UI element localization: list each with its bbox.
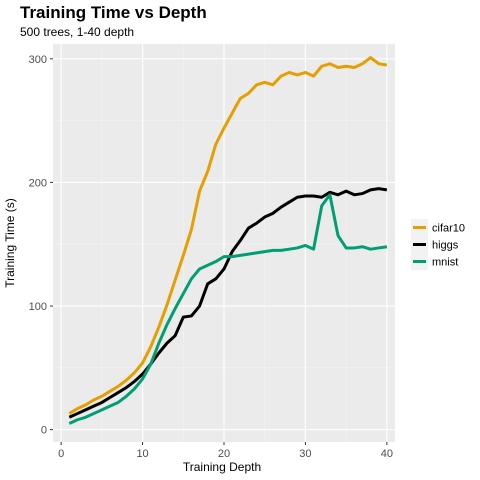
- series-lines: [68, 56, 388, 425]
- legend-label-cifar10: cifar10: [432, 223, 465, 235]
- x-axis-title: Training Depth: [183, 460, 261, 474]
- chart-subtitle: 500 trees, 1-40 depth: [20, 25, 134, 39]
- y-tick-label: 200: [29, 177, 47, 189]
- axis-ticks: [50, 58, 388, 445]
- y-tick-label: 300: [29, 54, 47, 66]
- series-line-cifar10: [68, 56, 388, 415]
- x-tick-label: 20: [218, 448, 230, 460]
- legend-item-mnist: mnist: [411, 253, 458, 270]
- y-tick-label: 100: [29, 301, 47, 313]
- legend-item-cifar10: cifar10: [411, 219, 465, 236]
- x-tick-label: 40: [381, 448, 393, 460]
- major-gridlines: [53, 44, 395, 442]
- series-line-mnist: [68, 193, 388, 425]
- series-line-higgs: [68, 187, 388, 419]
- x-tick-label: 30: [299, 448, 311, 460]
- x-tick-label: 0: [58, 448, 64, 460]
- y-axis-tick-labels: 0 100 200 300: [29, 54, 47, 437]
- y-tick-label: 0: [41, 425, 47, 437]
- x-axis-tick-labels: 0 10 20 30 40: [58, 448, 393, 460]
- legend-label-mnist: mnist: [432, 257, 458, 269]
- legend-label-higgs: higgs: [432, 240, 459, 252]
- x-tick-label: 10: [136, 448, 148, 460]
- chart-title: Training Time vs Depth: [20, 3, 207, 22]
- legend: cifar10 higgs mnist: [411, 219, 465, 270]
- y-axis-title: Training Time (s): [3, 198, 17, 288]
- legend-item-higgs: higgs: [411, 236, 459, 253]
